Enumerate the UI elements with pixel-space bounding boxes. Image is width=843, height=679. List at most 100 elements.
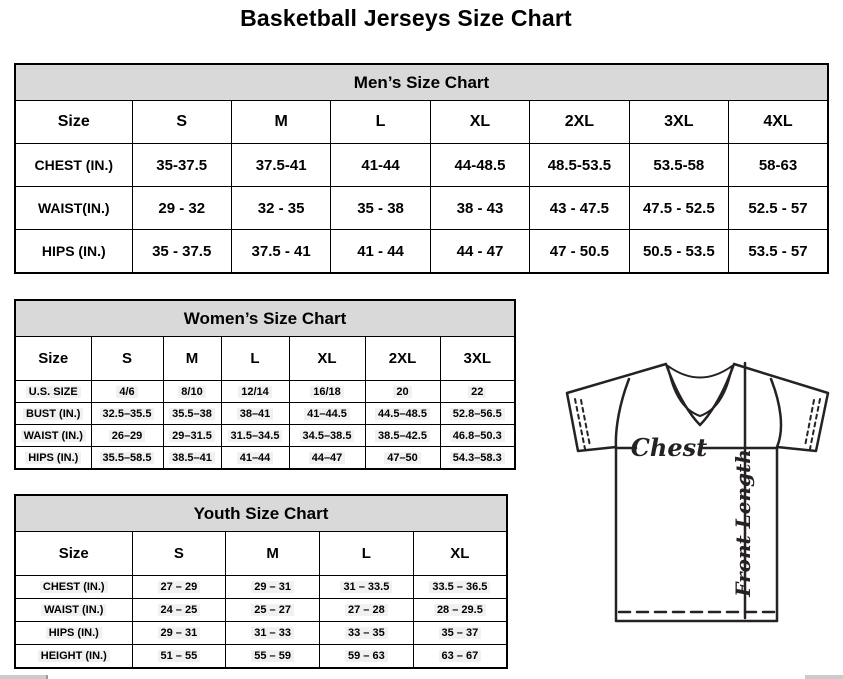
column-header: 2XL	[529, 100, 630, 144]
row-label: HIPS (IN.)	[14, 229, 133, 274]
column-header: XL	[412, 531, 508, 576]
table-cell: 35-37.5	[131, 143, 232, 187]
table-cell: 29 – 31	[225, 575, 320, 599]
table-cell: 37.5-41	[230, 143, 332, 187]
table-cell: 35 - 37.5	[131, 229, 232, 274]
row-label: WAIST (IN.)	[14, 424, 92, 447]
table-row: WAIST (IN.) 26–29 29–31.5 31.5–34.5 34.5–38.…	[14, 424, 516, 447]
womens-table-title: Women’s Size Chart	[14, 299, 516, 337]
table-cell: 43 - 47.5	[529, 186, 630, 230]
column-header: L	[319, 531, 414, 576]
table-cell: 34.5–38.5	[288, 424, 366, 447]
column-header: XL	[288, 336, 366, 381]
column-header: L	[330, 100, 431, 144]
table-cell: 47.5 - 52.5	[628, 186, 730, 230]
size-label-header: Size	[14, 100, 133, 144]
table-cell: 38–41	[220, 402, 290, 425]
size-label-header: Size	[14, 336, 92, 381]
table-row: HIPS (IN.) 29 – 31 31 – 33 33 – 35 35 – 37	[14, 621, 508, 645]
table-cell: 54.3–58.3	[439, 446, 516, 470]
table-row: WAIST(IN.) 29 - 32 32 - 35 35 - 38 38 - 43 43…	[14, 186, 829, 230]
row-label: HIPS (IN.)	[14, 621, 133, 645]
table-cell: 41–44	[220, 446, 290, 470]
table-cell: 44.5–48.5	[364, 402, 441, 425]
table-cell: 33 – 35	[319, 621, 414, 645]
table-cell: 29 - 32	[131, 186, 232, 230]
table-cell: 8/10	[162, 380, 222, 403]
table-cell: 38 - 43	[429, 186, 531, 230]
table-cell: 53.5 - 57	[728, 229, 829, 274]
row-label: CHEST (IN.)	[14, 575, 133, 599]
collar-sag-arc	[667, 365, 733, 379]
column-header: M	[230, 100, 332, 144]
jersey-diagram: Chest Front Length	[552, 356, 843, 632]
table-cell: 44-48.5	[429, 143, 531, 187]
jersey-outline	[565, 362, 830, 623]
table-cell: 4/6	[90, 380, 164, 403]
table-row: CHEST (IN.) 35-37.5 37.5-41 41-44 44-48.5 48.…	[14, 143, 829, 187]
mens-table-title: Men’s Size Chart	[14, 63, 829, 101]
row-label: BUST (IN.)	[14, 402, 92, 425]
table-cell: 58-63	[728, 143, 829, 187]
column-header: 3XL	[439, 336, 516, 381]
cuff-dashes	[574, 398, 821, 450]
table-cell: 38.5–41	[162, 446, 222, 470]
collar-outer	[664, 362, 736, 427]
table-cell: 51 – 55	[131, 644, 227, 669]
collar-inner	[667, 366, 733, 417]
column-header: L	[220, 336, 290, 381]
table-row: HEIGHT (IN.) 51 – 55 55 – 59 59 – 63 63 – 67	[14, 644, 508, 669]
table-cell: 12/14	[220, 380, 290, 403]
column-header: 3XL	[628, 100, 730, 144]
column-header: S	[90, 336, 164, 381]
column-header-row: Size S M L XL	[14, 531, 508, 576]
table-cell: 20	[364, 380, 441, 403]
table-cell: 29–31.5	[162, 424, 222, 447]
table-row: HIPS (IN.) 35.5–58.5 38.5–41 41–44 44–47 47–5…	[14, 446, 516, 470]
row-label: HIPS (IN.)	[14, 446, 92, 470]
row-label: WAIST(IN.)	[14, 186, 133, 230]
horizontal-scrollbar-fragment-right[interactable]	[805, 675, 843, 679]
table-cell: 32.5–35.5	[90, 402, 164, 425]
table-cell: 31.5–34.5	[220, 424, 290, 447]
table-cell: 35 – 37	[412, 621, 508, 645]
column-header: M	[225, 531, 320, 576]
table-cell: 35.5–38	[162, 402, 222, 425]
table-cell: 35 - 38	[330, 186, 431, 230]
table-cell: 24 – 25	[131, 598, 227, 622]
table-cell: 44–47	[288, 446, 366, 470]
table-cell: 47 - 50.5	[529, 229, 630, 274]
table-row: HIPS (IN.) 35 - 37.5 37.5 - 41 41 - 44 44 - …	[14, 229, 829, 274]
table-cell: 46.8–50.3	[439, 424, 516, 447]
table-cell: 31 – 33	[225, 621, 320, 645]
column-header-row: Size S M L XL 2XL 3XL 4XL	[14, 100, 829, 144]
chest-label: Chest	[631, 433, 707, 462]
column-header: S	[131, 100, 232, 144]
table-cell: 41-44	[330, 143, 431, 187]
table-cell: 26–29	[90, 424, 164, 447]
column-header-row: Size S M L XL 2XL 3XL	[14, 336, 516, 381]
table-cell: 63 – 67	[412, 644, 508, 669]
table-cell: 31 – 33.5	[319, 575, 414, 599]
table-cell: 38.5–42.5	[364, 424, 441, 447]
left-armhole-seam	[614, 377, 631, 449]
table-cell: 48.5-53.5	[529, 143, 630, 187]
row-label: WAIST (IN.)	[14, 598, 133, 622]
right-armhole-seam	[769, 377, 783, 449]
table-cell: 55 – 59	[225, 644, 320, 669]
table-cell: 44 - 47	[429, 229, 531, 274]
table-cell: 52.8–56.5	[439, 402, 516, 425]
front-length-label: Front Length	[731, 449, 755, 598]
table-cell: 27 – 28	[319, 598, 414, 622]
table-cell: 59 – 63	[319, 644, 414, 669]
table-cell: 32 - 35	[230, 186, 332, 230]
column-header: M	[162, 336, 222, 381]
column-header: 4XL	[728, 100, 829, 144]
youth-size-table: Youth Size Chart Size S M L XL CHEST (IN.) 27 …	[14, 494, 508, 669]
table-cell: 28 – 29.5	[412, 598, 508, 622]
row-label: HEIGHT (IN.)	[14, 644, 133, 669]
horizontal-scrollbar-fragment-left[interactable]	[0, 675, 48, 679]
table-cell: 35.5–58.5	[90, 446, 164, 470]
youth-table-title: Youth Size Chart	[14, 494, 508, 532]
mens-size-table: Men’s Size Chart Size S M L XL 2XL 3XL 4XL CHEST…	[14, 63, 829, 274]
